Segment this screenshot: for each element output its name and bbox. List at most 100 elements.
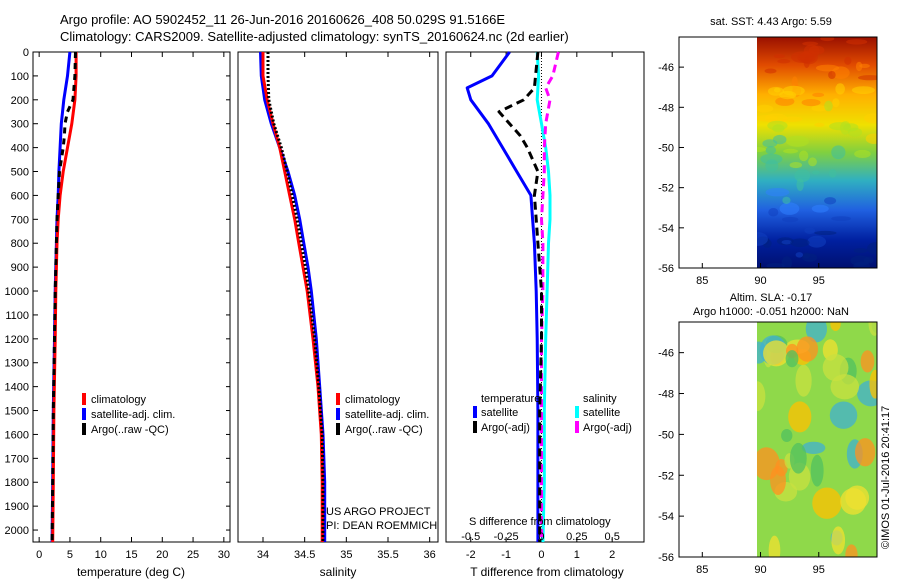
series-line-s-satellite xyxy=(535,51,552,543)
sla-texture xyxy=(757,381,766,412)
sst-texture xyxy=(781,239,792,245)
legend-swatch-argo xyxy=(336,423,340,435)
sla-texture xyxy=(775,459,788,477)
series-line-t-argo xyxy=(497,51,543,542)
map-y-tick-label: -50 xyxy=(658,429,674,441)
sst-texture xyxy=(808,157,817,167)
x-tick-label: 15 xyxy=(125,549,137,561)
sla-texture xyxy=(796,336,819,362)
temperature-panel: 0100200300400500600700800900100011001200… xyxy=(5,47,231,579)
sst-texture xyxy=(779,202,800,215)
legend-title-temperature: temperature xyxy=(481,393,540,405)
legend-label-s-argo: Argo(-adj) xyxy=(583,422,632,434)
legend-label-s-satellite: satellite xyxy=(583,407,620,419)
legend-label-argo: Argo(..raw -QC) xyxy=(91,424,169,436)
sst-texture xyxy=(808,45,825,55)
sst-texture xyxy=(824,197,837,205)
sla-texture xyxy=(868,322,877,336)
sst-texture xyxy=(779,90,797,100)
legend-swatch-s-argo xyxy=(575,421,579,433)
salinity-axes-frame xyxy=(237,51,439,543)
legend-label-t-argo: Argo(-adj) xyxy=(481,422,530,434)
sla-texture xyxy=(830,374,860,400)
sst-texture xyxy=(767,120,788,131)
s-tick-label: -0.25 xyxy=(494,531,519,543)
y-tick-label: 1300 xyxy=(5,358,29,370)
map-y-tick-label: -46 xyxy=(658,348,674,360)
sst-texture xyxy=(832,98,840,108)
project-credit: US ARGO PROJECT xyxy=(326,506,431,518)
difference-panel: -2 -1 0 1 2 S difference from climatology -0… xyxy=(445,51,645,579)
map-x-tick-label: 95 xyxy=(813,564,825,576)
series-line-argo xyxy=(266,52,325,542)
legend-title-salinity: salinity xyxy=(583,393,617,405)
sst-texture xyxy=(865,133,877,144)
legend-label-satellite: satellite-adj. clim. xyxy=(91,409,175,421)
map-y-tick-label: -46 xyxy=(658,62,674,74)
series-line-climatology xyxy=(261,52,324,542)
y-tick-label: 900 xyxy=(11,262,29,274)
temperature-xlabel: temperature (deg C) xyxy=(77,565,185,579)
y-tick-label: 0 xyxy=(23,47,29,59)
x-tick-label: 25 xyxy=(187,549,199,561)
y-tick-label: 800 xyxy=(11,238,29,250)
legend-swatch-climatology xyxy=(82,393,86,405)
sst-texture xyxy=(765,146,777,155)
sst-texture xyxy=(768,208,779,217)
sst-texture xyxy=(831,216,851,222)
x-tick-label: -2 xyxy=(466,549,476,561)
sst-texture xyxy=(799,150,809,162)
sst-texture xyxy=(863,113,877,124)
sla-texture xyxy=(831,526,846,555)
sst-texture xyxy=(847,127,863,137)
pi-credit: PI: DEAN ROEMMICH xyxy=(326,520,437,532)
sst-texture xyxy=(851,86,875,95)
sst-map-panel: sat. SST: 4.43 Argo: 5.59 85 90 95 -46 -48 -5… xyxy=(658,16,878,287)
x-tick-label: 35.5 xyxy=(377,549,398,561)
x-tick-label: -1 xyxy=(501,549,511,561)
x-tick-label: 1 xyxy=(574,549,580,561)
y-tick-label: 700 xyxy=(11,214,29,226)
sst-texture xyxy=(801,98,821,107)
sst-texture xyxy=(765,187,790,197)
map-y-tick-label: -54 xyxy=(658,223,674,235)
legend-swatch-s-satellite xyxy=(575,406,579,418)
sst-texture xyxy=(764,113,788,124)
y-tick-label: 200 xyxy=(11,95,29,107)
sst-texture xyxy=(765,159,779,172)
sst-texture xyxy=(846,39,868,45)
sst-texture xyxy=(814,230,837,236)
y-tick-label: 1600 xyxy=(5,429,29,441)
sla-heatmap xyxy=(757,322,877,557)
sst-texture xyxy=(782,196,791,204)
y-tick-label: 1000 xyxy=(5,286,29,298)
map-x-tick-label: 95 xyxy=(813,275,825,287)
sst-texture xyxy=(812,92,825,98)
y-tick-label: 600 xyxy=(11,190,29,202)
s-tick-label: 0.25 xyxy=(566,531,587,543)
map-y-tick-label: -56 xyxy=(658,552,674,564)
sla-texture xyxy=(829,401,858,429)
legend-swatch-t-argo xyxy=(473,421,477,433)
sst-heatmap xyxy=(757,37,877,268)
sst-texture xyxy=(782,116,803,122)
legend-swatch-satellite xyxy=(82,408,86,420)
sst-texture xyxy=(789,162,803,169)
map-y-tick-label: -52 xyxy=(658,183,674,195)
sst-texture xyxy=(853,261,870,268)
x-tick-label: 36 xyxy=(424,549,436,561)
header-title: Argo profile: AO 5902452_11 26-Jun-2016 … xyxy=(60,12,506,27)
t-difference-xlabel: T difference from climatology xyxy=(470,565,624,579)
sst-map-frame xyxy=(678,36,878,269)
sst-texture xyxy=(829,122,851,131)
legend-label-argo: Argo(..raw -QC) xyxy=(345,424,423,436)
header-subtitle: Climatology: CARS2009. Satellite-adjuste… xyxy=(60,29,569,44)
sst-texture xyxy=(783,148,798,154)
map-y-tick-label: -54 xyxy=(658,511,674,523)
x-tick-label: 30 xyxy=(218,549,230,561)
sst-texture xyxy=(811,204,829,213)
sst-texture xyxy=(802,41,819,46)
sst-map-title: sat. SST: 4.43 Argo: 5.59 xyxy=(710,16,832,28)
sst-texture xyxy=(835,83,845,95)
y-tick-label: 1500 xyxy=(5,406,29,418)
